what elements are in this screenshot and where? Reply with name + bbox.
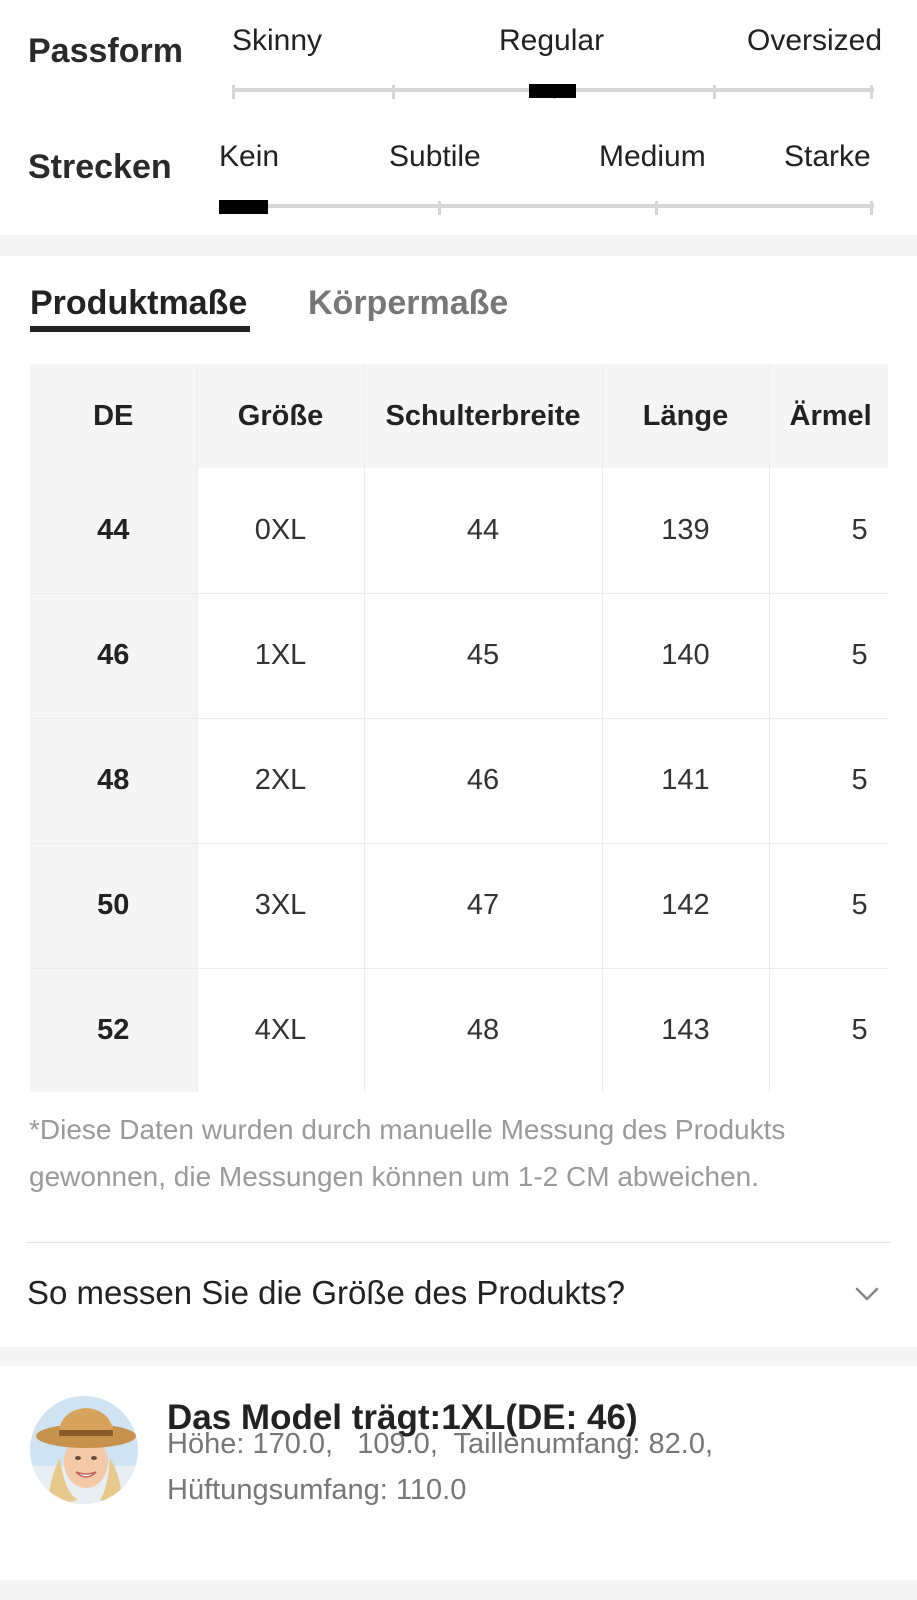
passform-selected-marker <box>529 84 576 98</box>
size-chart-section: Produktmaße Körpermaße DE Größe Schulter… <box>0 256 917 1347</box>
passform-label: Passform <box>28 32 183 70</box>
tab-produktmasse[interactable]: Produktmaße <box>30 284 248 322</box>
cell-de: 44 <box>30 468 198 594</box>
fit-section: Passform Skinny Regular Oversized Streck… <box>0 0 917 235</box>
strecken-track <box>219 204 874 208</box>
column-header-laenge: Länge <box>602 364 770 468</box>
passform-tick <box>713 85 716 99</box>
cell-length: 140 <box>602 593 770 719</box>
how-to-measure-row[interactable]: So messen Sie die Größe des Produkts? <box>27 1246 891 1346</box>
cell-length: 141 <box>602 718 770 844</box>
cell-de: 46 <box>30 593 198 719</box>
cell-shoulder: 45 <box>364 593 603 719</box>
passform-tick <box>392 85 395 99</box>
cell-sleeve: 5 <box>769 468 888 594</box>
cell-size: 1XL <box>197 593 365 719</box>
cell-length: 143 <box>602 968 770 1092</box>
model-info-section: Das Model trägt:1XL(DE: 46) Höhe: 170.0,… <box>0 1366 917 1580</box>
measurement-note-line: gewonnen, die Messungen können um 1-2 CM… <box>29 1161 760 1192</box>
tab-koerpermasse[interactable]: Körpermaße <box>308 284 509 322</box>
table-row: 52 4XL 48 143 5 <box>30 968 888 1092</box>
cell-sleeve: 5 <box>769 718 888 844</box>
table-row: 44 0XL 44 139 5 <box>30 468 888 594</box>
cell-sleeve: 5 <box>769 843 888 969</box>
cell-size: 2XL <box>197 718 365 844</box>
column-header-groesse: Größe <box>197 364 365 468</box>
model-measurements-line: Hüftungsumfang: 110.0 <box>167 1474 467 1506</box>
passform-option-regular: Regular <box>499 24 605 57</box>
how-to-measure-label: So messen Sie die Größe des Produkts? <box>27 1274 625 1311</box>
strecken-option-subtile: Subtile <box>389 140 481 173</box>
cell-size: 3XL <box>197 843 365 969</box>
cell-length: 142 <box>602 843 770 969</box>
cell-shoulder: 48 <box>364 968 603 1092</box>
model-avatar-image <box>30 1396 138 1504</box>
model-measurements-line: Höhe: 170.0, 109.0, Taillenumfang: 82.0, <box>167 1428 714 1460</box>
passform-tick <box>870 85 873 99</box>
passform-option-skinny: Skinny <box>232 24 323 57</box>
strecken-option-kein: Kein <box>219 140 280 173</box>
cell-size: 4XL <box>197 968 365 1092</box>
chevron-down-icon <box>855 1287 879 1301</box>
strecken-label: Strecken <box>28 148 172 186</box>
cell-shoulder: 44 <box>364 468 603 594</box>
strecken-tick <box>655 201 658 215</box>
strecken-option-medium: Medium <box>599 140 706 173</box>
cell-de: 48 <box>30 718 198 844</box>
cell-sleeve: 5 <box>769 968 888 1092</box>
divider <box>26 1242 891 1243</box>
column-header-schulterbreite: Schulterbreite <box>364 364 603 468</box>
cell-size: 0XL <box>197 468 365 594</box>
size-table-scroll[interactable]: DE Größe Schulterbreite Länge Ärmel 44 0… <box>30 364 888 1092</box>
table-row: 46 1XL 45 140 5 <box>30 593 888 719</box>
strecken-selected-marker <box>219 200 268 214</box>
cell-de: 50 <box>30 843 198 969</box>
measurement-note-line: *Diese Daten wurden durch manuelle Messu… <box>29 1114 786 1145</box>
passform-option-oversized: Oversized <box>747 24 883 57</box>
cell-de: 52 <box>30 968 198 1092</box>
table-row: 50 3XL 47 142 5 <box>30 843 888 969</box>
table-row: 48 2XL 46 141 5 <box>30 718 888 844</box>
model-wears-title: Das Model trägt:1XL(DE: 46) <box>167 1398 638 1437</box>
strecken-tick <box>438 201 441 215</box>
strecken-option-starke: Starke <box>784 140 871 173</box>
cell-shoulder: 47 <box>364 843 603 969</box>
cell-shoulder: 46 <box>364 718 603 844</box>
strecken-tick <box>870 201 873 215</box>
cell-length: 139 <box>602 468 770 594</box>
measurement-note: *Diese Daten wurden durch manuelle Messu… <box>29 1106 889 1200</box>
size-table: DE Größe Schulterbreite Länge Ärmel 44 0… <box>30 364 888 1092</box>
passform-tick <box>232 85 235 99</box>
active-tab-underline <box>30 326 250 332</box>
cell-sleeve: 5 <box>769 593 888 719</box>
column-header-aermel: Ärmel <box>769 364 888 468</box>
column-header-de: DE <box>30 364 198 468</box>
table-header-row: DE Größe Schulterbreite Länge Ärmel <box>30 364 888 468</box>
model-avatar <box>30 1396 138 1504</box>
